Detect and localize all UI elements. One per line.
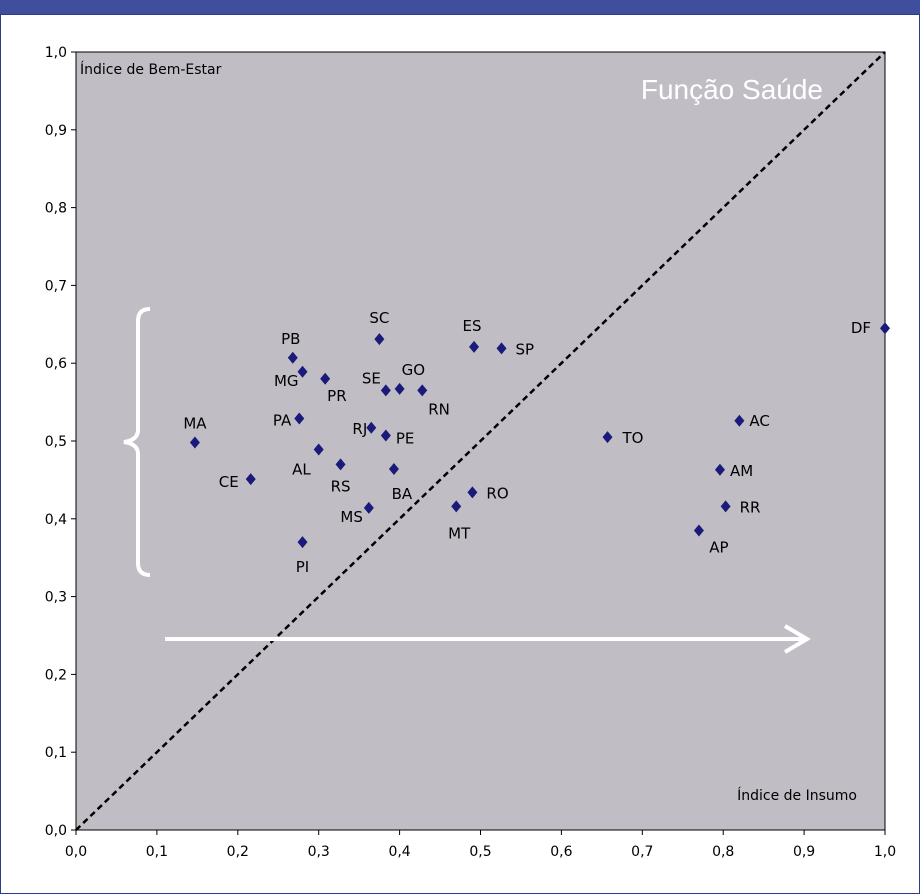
data-point-df (880, 322, 890, 335)
data-point-ro (467, 486, 478, 499)
data-point-ma (189, 436, 200, 449)
y-axis-title: Índice de Bem-Estar (80, 61, 222, 78)
y-tick-label: 0,5 (45, 434, 67, 450)
data-point-ms (363, 501, 374, 514)
chart-frame: 0,0 0,1 0,2 0,3 0,4 0,5 0,6 0,7 0,8 0,9 1,0 0,0 0,1 0… (0, 14, 920, 894)
x-tick-label: 0,2 (227, 844, 249, 860)
point-label-am: AM (730, 462, 753, 480)
point-label-sc: SC (369, 309, 389, 327)
annotation-bracket (123, 307, 151, 577)
y-tick-label: 0,0 (45, 823, 67, 839)
y-tick-label: 1,0 (45, 45, 67, 61)
x-tick-label: 0,6 (550, 844, 572, 860)
y-tick-label: 0,2 (45, 667, 67, 683)
point-label-rj: RJ (352, 420, 367, 438)
point-label-mg: MG (274, 372, 299, 390)
point-label-ac: AC (749, 412, 769, 430)
x-tick-label: 0,8 (712, 844, 734, 860)
data-point-rr (720, 500, 731, 513)
point-label-se: SE (362, 369, 381, 387)
data-points: DF SC ES SP PB MG PR SE GO RN PA AC RJ PE TO MA AL RS BA AM… (183, 309, 890, 576)
y-tick-label: 0,8 (45, 201, 67, 217)
point-label-ba: BA (392, 485, 413, 503)
data-point-pb (287, 351, 298, 364)
point-label-pe: PE (396, 430, 415, 448)
point-label-rn: RN (428, 400, 450, 418)
data-point-ba (388, 463, 399, 476)
point-label-ap: AP (709, 538, 728, 556)
scatter-chart: 0,0 0,1 0,2 0,3 0,4 0,5 0,6 0,7 0,8 0,9 1,0 0,0 0,1 0… (45, 45, 896, 860)
data-point-ac (734, 414, 745, 427)
data-point-pe (380, 429, 391, 442)
x-tick-label: 0,3 (308, 844, 330, 860)
data-point-mg (297, 365, 308, 378)
data-point-mt (451, 500, 462, 513)
data-point-pr (320, 372, 331, 385)
data-point-se (380, 384, 391, 397)
point-label-al: AL (292, 461, 311, 479)
annotation-arrow (165, 624, 811, 654)
y-tick-label: 0,3 (45, 590, 67, 606)
point-label-pr: PR (327, 387, 346, 405)
x-axis-title: Índice de Insumo (737, 787, 857, 804)
point-label-pa: PA (273, 411, 292, 429)
data-point-sc (374, 333, 385, 346)
data-point-to (602, 431, 613, 444)
y-tick-label: 0,9 (45, 123, 67, 139)
data-point-go (394, 382, 405, 395)
point-label-rs: RS (331, 477, 351, 495)
point-label-pi: PI (296, 558, 309, 576)
data-point-pi (297, 536, 308, 549)
arrow-head (783, 624, 811, 654)
x-tick-label: 0,9 (793, 844, 815, 860)
data-point-sp (496, 342, 507, 355)
x-tick-label: 0,7 (631, 844, 653, 860)
y-tick-label: 0,4 (45, 512, 67, 528)
x-tick-label: 0,5 (469, 844, 491, 860)
point-label-to: TO (622, 429, 644, 447)
y-tick-label: 0,6 (45, 356, 67, 372)
point-label-go: GO (402, 361, 425, 379)
x-tick-label: 0,4 (388, 844, 410, 860)
point-label-rr: RR (740, 498, 761, 516)
x-tick-label: 1,0 (874, 844, 896, 860)
point-label-sp: SP (516, 340, 535, 358)
point-label-pb: PB (281, 330, 300, 348)
x-tick-label: 0,0 (65, 844, 87, 860)
data-point-al (313, 443, 324, 456)
chart-title: Função Saúde (641, 74, 823, 105)
y-tick-label: 0,7 (45, 278, 67, 294)
y-tick-label: 0,1 (45, 745, 67, 761)
data-point-ap (693, 524, 704, 537)
data-point-rj (366, 421, 377, 434)
x-tick-label: 0,1 (146, 844, 168, 860)
point-label-df: DF (851, 319, 871, 337)
point-label-ma: MA (183, 415, 207, 433)
point-label-ms: MS (340, 508, 362, 526)
data-point-rs (335, 458, 346, 471)
data-point-pa (294, 412, 305, 425)
point-label-mt: MT (448, 524, 471, 542)
axis-ticks: 0,0 0,1 0,2 0,3 0,4 0,5 0,6 0,7 0,8 0,9 1,0 0,0 0,1 0… (45, 45, 896, 860)
data-point-am (714, 463, 725, 476)
data-point-rn (417, 384, 428, 397)
data-point-ce (245, 473, 256, 486)
point-label-ro: RO (486, 484, 508, 502)
reference-diagonal-line (75, 51, 886, 831)
point-label-es: ES (463, 317, 482, 335)
point-label-ce: CE (219, 473, 239, 491)
data-point-es (469, 340, 480, 353)
